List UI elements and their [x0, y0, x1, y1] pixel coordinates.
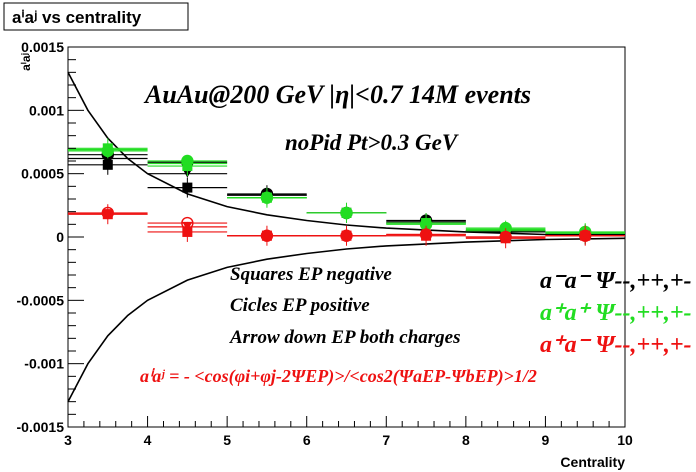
arrow-down-marker	[182, 158, 193, 168]
x-tick-label: 3	[64, 432, 72, 448]
x-tick-label: 7	[382, 432, 390, 448]
x-tick-label: 9	[542, 432, 550, 448]
annotation-collision: AuAu@200 GeV |η|<0.7 14M events	[143, 80, 531, 109]
x-tick-label: 6	[303, 432, 311, 448]
circle-marker	[499, 230, 512, 244]
x-tick-label: 4	[144, 432, 152, 448]
annotation-formula: aⁱaʲ = - <cos(φi+φj-2ΨEP)>/<cos2(ΨaEP-Ψb…	[140, 366, 537, 387]
square-marker	[182, 226, 193, 237]
circle-marker	[260, 229, 274, 242]
arrow-down-marker	[421, 229, 432, 239]
circle-marker	[340, 229, 353, 242]
x-tick-label: 5	[223, 432, 231, 448]
arrow-down-marker	[261, 192, 272, 202]
y-tick-label: -0.001	[24, 356, 64, 372]
arrow-down-marker	[182, 221, 193, 231]
axes: 3 4 5 6 7 8 9 10 -0.0015 -0.001 -0.0005 0 0.0005 0.00…	[17, 39, 633, 448]
legend: a⁻a⁻ Ψ--,++,+- a⁺a⁺ Ψ--,++,+- a⁺a⁻ Ψ--,+…	[540, 268, 692, 358]
annotation-circles: Cicles EP positive	[230, 295, 370, 316]
chart-title: aⁱaʲ vs centrality	[12, 8, 142, 27]
arrow-down-marker	[341, 207, 352, 217]
reference-curve	[67, 71, 626, 237]
arrow-down-marker	[421, 218, 432, 228]
arrow-down-marker	[102, 144, 113, 154]
y-tick-label: -0.0005	[17, 292, 65, 308]
arrow-down-marker	[341, 230, 352, 240]
y-tick-label: 0.0015	[21, 39, 64, 55]
circle-marker	[419, 228, 433, 241]
y-tick-label: 0.0005	[21, 166, 64, 182]
y-tick-label: 0.001	[29, 102, 64, 118]
annotation-arrows: Arrow down EP both charges	[229, 327, 461, 348]
arrow-down-marker	[500, 232, 511, 241]
y-axis-label: aⁱaʲ	[19, 53, 33, 71]
square-marker	[102, 159, 113, 170]
reference-curve	[67, 237, 626, 403]
y-tick-label: -0.0015	[17, 419, 65, 435]
x-tick-label: 8	[462, 432, 470, 448]
circle-marker	[579, 229, 592, 242]
y-tick-label: 0	[56, 229, 64, 245]
square-marker	[182, 182, 193, 193]
legend-entry-minus-minus: a⁻a⁻ Ψ--,++,+-	[540, 268, 692, 294]
legend-entry-plus-plus: a⁺a⁺ Ψ--,++,+-	[540, 300, 692, 326]
circle-marker	[101, 206, 114, 220]
reference-curves	[67, 71, 626, 403]
data-points	[68, 138, 625, 249]
arrow-down-marker	[261, 230, 272, 240]
arrow-down-marker	[102, 209, 113, 219]
legend-entry-plus-minus: a⁺a⁻ Ψ--,++,+-	[540, 332, 692, 358]
annotation-cut: noPid Pt>0.3 GeV	[285, 130, 459, 155]
x-axis-label: Centrality	[560, 454, 625, 470]
annotation-squares: Squares EP negative	[230, 264, 392, 285]
x-tick-label: 10	[617, 432, 633, 448]
chart-title-box: aⁱaʲ vs centrality	[3, 2, 189, 31]
arrow-down-marker	[580, 230, 591, 240]
